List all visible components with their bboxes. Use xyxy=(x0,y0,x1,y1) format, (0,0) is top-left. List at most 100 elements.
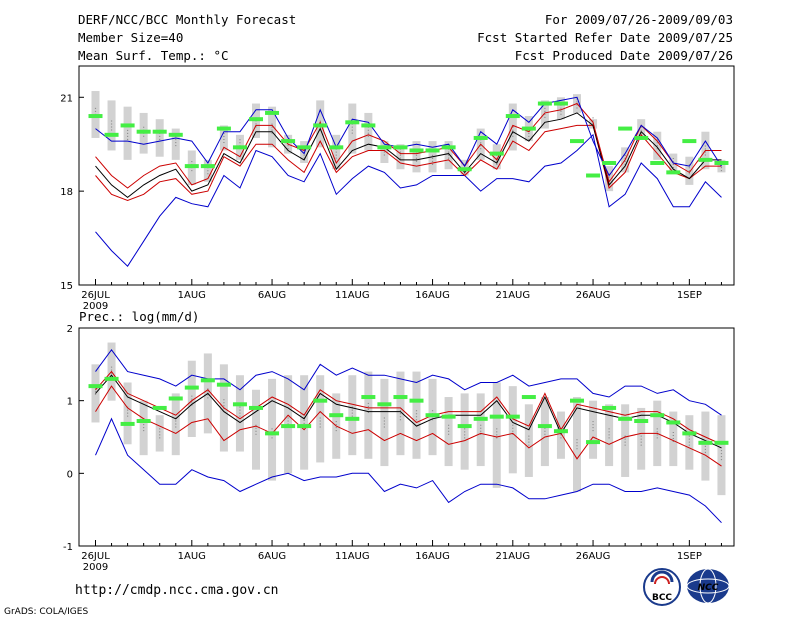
control-marker-prec xyxy=(714,440,729,445)
control-marker-temp xyxy=(634,135,649,140)
member-box-prec xyxy=(476,393,485,467)
variable-label-temp: Mean Surf. Temp.: °C xyxy=(78,48,229,63)
control-marker-temp xyxy=(168,132,183,137)
year-label-prec: 2009 xyxy=(83,562,108,573)
x-tick-label-temp: 26JUL xyxy=(81,290,110,301)
control-marker-prec xyxy=(120,421,135,426)
control-marker-prec xyxy=(88,384,103,389)
x-tick-label-prec: 21AUG xyxy=(495,551,530,562)
ncc-logo-text: NCC xyxy=(698,583,719,593)
control-marker-temp xyxy=(457,167,472,172)
control-marker-temp xyxy=(537,101,552,106)
control-marker-prec xyxy=(521,395,536,400)
control-marker-temp xyxy=(88,114,103,119)
x-tick-label-prec: 26AUG xyxy=(576,551,611,562)
control-marker-temp xyxy=(297,145,312,150)
series-min-prec xyxy=(95,417,722,524)
control-marker-temp xyxy=(104,132,119,137)
member-box-temp xyxy=(219,125,228,151)
control-marker-temp xyxy=(361,123,376,128)
control-marker-prec xyxy=(200,378,215,383)
control-marker-temp xyxy=(698,157,713,162)
control-marker-prec xyxy=(698,440,713,445)
x-tick-label-temp: 16AUG xyxy=(415,290,450,301)
forecast-period: For 2009/07/26-2009/09/03 xyxy=(545,12,733,27)
x-tick-label-temp: 26AUG xyxy=(576,290,611,301)
member-box-prec xyxy=(300,375,309,470)
control-marker-prec xyxy=(473,416,488,421)
member-box-prec xyxy=(508,386,517,474)
source-url[interactable]: http://cmdp.ncc.cma.gov.cn xyxy=(75,583,279,598)
control-marker-temp xyxy=(586,173,601,178)
control-marker-temp xyxy=(393,145,408,150)
control-marker-prec xyxy=(441,414,456,419)
x-tick-label-prec: 1AUG xyxy=(178,551,206,562)
control-marker-prec xyxy=(489,414,504,419)
control-marker-temp xyxy=(120,123,135,128)
control-marker-prec xyxy=(184,385,199,390)
control-marker-temp xyxy=(265,110,280,115)
x-tick-label-prec: 16AUG xyxy=(415,551,450,562)
control-marker-prec xyxy=(650,413,665,418)
control-marker-temp xyxy=(682,139,697,144)
control-marker-prec xyxy=(345,416,360,421)
y-tick-label-prec: 2 xyxy=(67,324,73,335)
y-tick-label-prec: 0 xyxy=(67,469,73,480)
control-marker-prec xyxy=(168,396,183,401)
member-box-prec xyxy=(348,375,357,456)
bcc-logo: BCC xyxy=(643,568,681,606)
control-marker-temp xyxy=(345,120,360,125)
control-marker-prec xyxy=(537,424,552,429)
series-mean-sd-prec xyxy=(95,370,722,445)
control-marker-prec xyxy=(457,424,472,429)
control-marker-temp xyxy=(714,160,729,165)
control-marker-temp xyxy=(425,148,440,153)
x-tick-label-prec: 11AUG xyxy=(335,551,370,562)
control-marker-temp xyxy=(329,145,344,150)
control-marker-prec xyxy=(216,382,231,387)
control-marker-prec xyxy=(136,419,151,424)
control-marker-prec xyxy=(361,395,376,400)
produced-date: Fcst Produced Date 2009/07/26 xyxy=(515,48,733,63)
member-box-temp xyxy=(412,141,421,173)
member-box-prec xyxy=(717,415,726,496)
member-box-temp xyxy=(171,128,180,160)
control-marker-prec xyxy=(505,414,520,419)
member-box-temp xyxy=(492,144,501,170)
series-mean-sd-prec xyxy=(95,385,722,467)
control-marker-prec xyxy=(329,413,344,418)
control-marker-temp xyxy=(489,151,504,156)
control-marker-temp xyxy=(602,160,617,165)
x-tick-label-temp: 1AUG xyxy=(178,290,206,301)
temperature-panel: 15 18 21 26JUL 1AUG 6AUG 11AUG 16AUG 21AUG 26AUG 1… xyxy=(60,65,735,312)
control-marker-temp xyxy=(618,126,633,131)
series-mean-prec xyxy=(95,374,722,449)
control-marker-prec xyxy=(393,395,408,400)
control-marker-temp xyxy=(232,145,247,150)
member-box-prec xyxy=(589,400,598,459)
member-box-prec xyxy=(412,371,421,459)
temperature-plot-frame xyxy=(78,65,735,286)
member-box-prec xyxy=(316,375,325,463)
control-marker-temp xyxy=(441,145,456,150)
x-tick-label-prec: 6AUG xyxy=(258,551,286,562)
control-marker-prec xyxy=(666,420,681,425)
member-box-temp xyxy=(107,100,116,151)
ncc-logo: NCC xyxy=(686,568,730,604)
control-marker-temp xyxy=(152,129,167,134)
control-marker-temp xyxy=(249,117,263,122)
control-marker-prec xyxy=(281,424,296,429)
control-marker-prec xyxy=(409,398,424,403)
control-marker-prec xyxy=(249,405,263,410)
x-tick-label-temp: 11AUG xyxy=(335,290,370,301)
control-marker-temp xyxy=(200,164,215,169)
series-mean-sd-temp xyxy=(95,124,722,202)
control-marker-temp xyxy=(281,139,296,144)
variable-label-prec: Prec.: log(mm/d) xyxy=(79,309,199,324)
control-marker-prec xyxy=(570,398,584,403)
control-marker-temp xyxy=(136,129,151,134)
figure-title: DERF/NCC/BCC Monthly Forecast xyxy=(78,12,296,27)
control-marker-prec xyxy=(313,398,328,403)
control-marker-temp xyxy=(650,160,665,165)
